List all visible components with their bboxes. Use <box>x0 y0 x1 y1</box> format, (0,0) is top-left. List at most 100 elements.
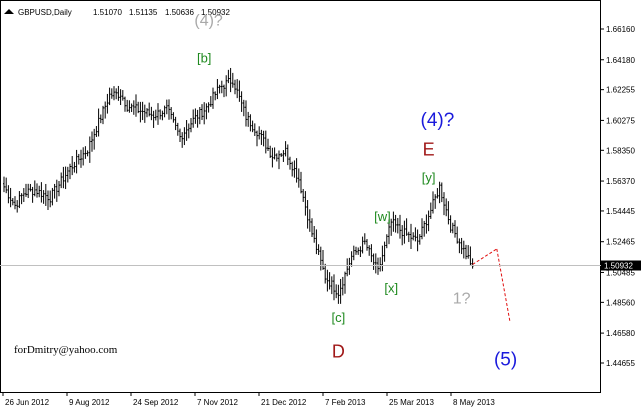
ohlc-bar <box>36 183 38 198</box>
ohlc-bar <box>148 102 151 117</box>
ohlc-bar <box>190 117 192 133</box>
ohlc-bar <box>84 146 87 159</box>
ohlc-bar <box>117 85 120 101</box>
ohlc-bar <box>137 101 140 114</box>
ohlc-bar <box>179 128 181 142</box>
ohlc-bar <box>58 180 60 197</box>
ohlc-bar <box>416 229 419 252</box>
wave-label: D <box>332 342 345 362</box>
forecast-path <box>472 248 511 323</box>
ohlc-open: 1.51070 <box>93 8 122 17</box>
ohlc-bar <box>280 153 283 157</box>
ohlc-bar <box>170 107 173 120</box>
ohlc-bar <box>392 211 395 232</box>
ohlc-bar <box>192 109 195 128</box>
ohlc-bar <box>258 126 261 140</box>
ohlc-bar <box>432 191 434 214</box>
ohlc-bar <box>176 122 179 136</box>
ohlc-bar <box>132 100 135 115</box>
ohlc-bar <box>82 147 85 166</box>
wave-label: E <box>423 140 435 160</box>
ohlc-bar <box>95 126 98 137</box>
ohlc-bar <box>62 166 65 189</box>
ohlc-bar <box>414 227 417 242</box>
ohlc-low: 1.50636 <box>165 8 194 17</box>
ohlc-bar <box>341 276 344 296</box>
ohlc-bar <box>317 244 320 256</box>
price-bars <box>3 67 474 304</box>
ohlc-bar <box>40 182 43 203</box>
ohlc-bar <box>445 198 448 217</box>
ohlc-bar <box>143 104 146 123</box>
ohlc-bar <box>106 93 109 114</box>
ohlc-bar <box>315 229 318 255</box>
ohlc-bar <box>97 108 100 137</box>
ohlc-bar <box>440 182 443 203</box>
ohlc-bar <box>44 183 47 206</box>
symbol-label: GBPUSD,Daily <box>18 8 72 17</box>
ohlc-bar <box>209 96 212 107</box>
x-tick-label: 7 Nov 2012 <box>197 398 238 407</box>
wave-label: (4)? <box>421 110 455 131</box>
ohlc-bar <box>381 245 384 272</box>
current-price-label: 1.50932 <box>604 262 633 271</box>
x-tick-label: 9 Aug 2012 <box>69 398 110 407</box>
y-tick-label: 1.64180 <box>606 56 635 65</box>
ohlc-bar <box>121 90 124 101</box>
ohlc-bar <box>390 218 393 236</box>
ohlc-bar <box>377 257 379 275</box>
ohlc-bar <box>460 237 463 255</box>
signature: forDmitry@yahoo.com <box>14 344 118 356</box>
ohlc-bar <box>286 144 289 166</box>
ohlc-bar <box>38 185 41 198</box>
ohlc-bar <box>18 191 21 209</box>
ohlc-bar <box>339 278 342 304</box>
ohlc-bar <box>80 149 82 168</box>
y-tick-label: 1.44655 <box>606 359 635 368</box>
ohlc-bar <box>88 136 91 163</box>
ohlc-bar <box>465 244 467 260</box>
ohlc-bar <box>146 108 148 118</box>
ohlc-bar <box>363 233 366 245</box>
ohlc-bar <box>75 149 78 174</box>
ohlc-bar <box>154 109 157 121</box>
ohlc-bar <box>108 87 111 106</box>
ohlc-bar <box>328 272 331 290</box>
ohlc-bar <box>93 128 96 150</box>
ohlc-bar <box>77 153 80 165</box>
ohlc-bar <box>9 187 12 208</box>
ohlc-bar <box>240 91 243 112</box>
ohlc-bar <box>302 188 305 202</box>
ohlc-bar <box>31 186 34 203</box>
ohlc-bar <box>214 91 217 101</box>
ohlc-bar <box>454 220 456 238</box>
ohlc-bar <box>396 217 399 234</box>
y-tick-label: 1.62255 <box>606 86 635 95</box>
ohlc-bar <box>69 163 71 180</box>
ohlc-bar <box>229 67 232 93</box>
ohlc-bar <box>187 123 190 139</box>
wave-label: [y] <box>422 170 436 185</box>
ohlc-bar <box>357 247 360 255</box>
ohlc-bar <box>278 150 280 170</box>
ohlc-bar <box>306 200 309 229</box>
ohlc-bar <box>324 263 327 284</box>
ohlc-bar <box>139 101 142 123</box>
ohlc-close: 1.50932 <box>201 8 230 17</box>
ohlc-bar <box>168 99 170 120</box>
ohlc-bar <box>110 88 113 99</box>
ohlc-bar <box>225 75 228 97</box>
ohlc-bar <box>361 236 364 254</box>
ohlc-bar <box>113 86 115 101</box>
ohlc-bar <box>264 130 267 154</box>
wave-label: [b] <box>197 51 211 66</box>
ohlc-bar <box>319 246 322 271</box>
ohlc-bar <box>104 101 107 119</box>
ohlc-bar <box>291 161 294 177</box>
ohlc-bar <box>245 100 247 127</box>
ohlc-bar <box>407 231 410 243</box>
ohlc-bar <box>119 89 122 106</box>
ohlc-bar <box>234 79 236 95</box>
ohlc-bar <box>91 131 93 152</box>
